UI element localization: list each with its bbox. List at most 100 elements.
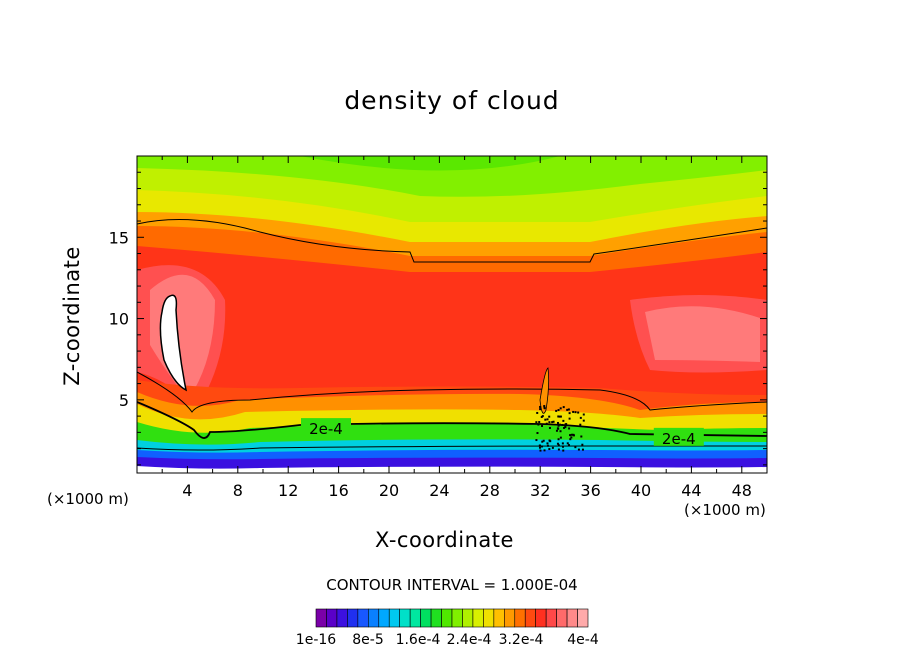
- x-tick-label: 20: [379, 481, 399, 500]
- stipple-dot: [548, 421, 551, 424]
- stipple-dot: [543, 449, 546, 452]
- band-pink-right: [645, 306, 760, 362]
- stipple-dot: [535, 421, 538, 424]
- stipple-dot: [538, 446, 541, 449]
- stipple-dot: [557, 444, 560, 447]
- colorbar-swatch: [378, 608, 390, 628]
- colorbar-swatch: [441, 608, 453, 628]
- stipple-dot: [582, 419, 585, 422]
- stipple-dot: [559, 436, 562, 439]
- stipple-dot: [568, 412, 571, 415]
- stipple-dot: [568, 444, 571, 447]
- stipple-dot: [538, 421, 541, 424]
- stipple-dot: [537, 423, 540, 426]
- stipple-dot: [539, 408, 542, 411]
- stipple-dot: [574, 411, 577, 414]
- colorbar-label: 2.4e-4: [447, 632, 492, 648]
- stipple-dot: [566, 408, 569, 411]
- x-tick-label: 44: [681, 481, 701, 500]
- stipple-dot: [572, 433, 575, 436]
- colorbar-swatch: [326, 608, 338, 628]
- stipple-dot: [562, 406, 565, 409]
- colorbar-swatch: [430, 608, 442, 628]
- plume-feature: [539, 367, 550, 414]
- stipple-dot: [555, 409, 558, 412]
- x-tick-label: 8: [233, 481, 243, 500]
- stipple-dot: [562, 419, 565, 422]
- colorbar-swatch: [409, 608, 421, 628]
- colorbar-swatch: [315, 608, 327, 628]
- stipple-dot: [535, 439, 538, 442]
- colorbar-swatch: [577, 608, 589, 628]
- stipple-dot: [569, 434, 572, 437]
- colorbar-swatch: [535, 608, 547, 628]
- colorbar-label: 3.2e-4: [499, 632, 544, 648]
- stipple-dot: [581, 443, 584, 446]
- x-tick-label: 12: [278, 481, 298, 500]
- colorbar-label: 1e-16: [296, 632, 336, 648]
- contour-interval-label: CONTOUR INTERVAL = 1.000E-04: [326, 576, 578, 594]
- stipple-dot: [577, 448, 580, 451]
- colorbar-label: 8e-5: [352, 632, 383, 648]
- x-tick-label: 36: [580, 481, 600, 500]
- stipple-cluster: [535, 405, 585, 452]
- stipple-dot: [536, 411, 539, 414]
- stipple-dot: [561, 445, 564, 448]
- white-core-left: [159, 294, 188, 392]
- x-ticks: 4 8 12 16 20 24 28 32 36 40 44 48: [161, 156, 768, 500]
- x-tick-label: 28: [480, 481, 500, 500]
- stipple-dot: [577, 411, 580, 414]
- plot-frame: [136, 155, 768, 474]
- contour-field: [137, 156, 767, 473]
- colorbar-swatch: [493, 608, 505, 628]
- colorbar-swatch: [556, 608, 568, 628]
- stipple-dot: [558, 415, 561, 418]
- stipple-dot: [546, 444, 549, 447]
- stipple-dot: [557, 438, 560, 441]
- stipple-dot: [548, 439, 551, 442]
- stipple-dot: [559, 430, 562, 433]
- stipple-dot: [579, 416, 582, 419]
- colorbar-swatch: [472, 608, 484, 628]
- stipple-dot: [543, 406, 546, 409]
- stipple-dot: [565, 423, 568, 426]
- stipple-dot: [561, 423, 564, 426]
- stipple-dot: [559, 407, 562, 410]
- band-top-lightgreen: [300, 156, 560, 171]
- colorbar-label: 1.6e-4: [396, 632, 441, 648]
- stipple-dot: [580, 435, 583, 438]
- stipple-dot: [543, 405, 546, 408]
- stipple-dot: [536, 432, 539, 435]
- stipple-dot: [551, 421, 554, 424]
- band-bottom-white: [137, 466, 767, 473]
- stipple-dot: [558, 423, 561, 426]
- stipple-dot: [542, 439, 545, 442]
- chart-title: density of cloud: [344, 86, 560, 115]
- stipple-dot: [561, 442, 564, 445]
- contour-label-bg: [301, 418, 351, 437]
- stipple-dot: [557, 409, 560, 412]
- contour-label: 2e-4: [662, 430, 696, 448]
- stipple-dot: [582, 413, 585, 416]
- x-tick-label: 32: [530, 481, 550, 500]
- x-tick-label: 48: [732, 481, 752, 500]
- contour-line-low: [137, 445, 767, 451]
- stipple-dot: [541, 445, 544, 448]
- stipple-dot: [564, 424, 567, 427]
- y-tick-label: 15: [109, 228, 129, 247]
- stipple-dot: [563, 426, 566, 429]
- colorbar-swatch: [545, 608, 557, 628]
- stipple-dot: [544, 418, 547, 421]
- contour-line-mid: [137, 371, 767, 413]
- stipple-dot: [566, 442, 569, 445]
- stipple-dot: [556, 427, 559, 430]
- stipple-dot: [572, 410, 575, 413]
- stipple-dot: [574, 446, 577, 449]
- stipple-dot: [541, 415, 544, 418]
- stipple-dot: [557, 415, 560, 418]
- colorbar-swatch: [347, 608, 359, 628]
- x-unit-label-right: (×1000 m): [684, 501, 766, 519]
- colorbar-swatch: [462, 608, 474, 628]
- stipple-dot: [556, 442, 559, 445]
